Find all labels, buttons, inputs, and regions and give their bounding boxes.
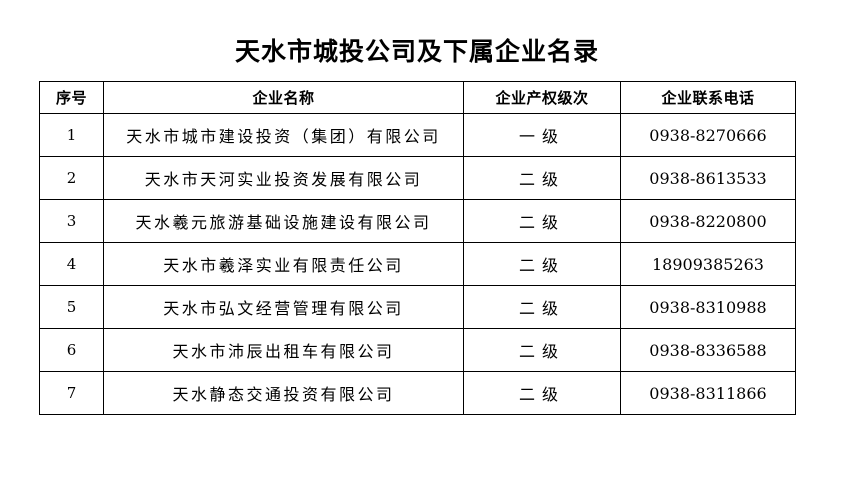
- table-row-5: 5 天水市弘文经营管理有限公司 二级 0938-8310988: [39, 285, 796, 329]
- cell-company-name: 天水市天河实业投资发展有限公司: [103, 156, 464, 200]
- table-row-4: 4 天水市羲泽实业有限责任公司 二级 18909385263: [39, 242, 796, 286]
- cell-ownership-level: 二级: [463, 285, 621, 329]
- cell-company-name: 天水市羲泽实业有限责任公司: [103, 242, 464, 286]
- cell-company-name: 天水市弘文经营管理有限公司: [103, 285, 464, 329]
- ownership-level-text: 二级: [518, 256, 565, 275]
- ownership-level-text: 一级: [518, 127, 565, 146]
- table-row-6: 6 天水市沛辰出租车有限公司 二级 0938-8336588: [39, 328, 796, 372]
- cell-serial-number: 5: [39, 285, 104, 329]
- cell-ownership-level: 二级: [463, 242, 621, 286]
- table-row-1: 1 天水市城市建设投资（集团）有限公司 一级 0938-8270666: [39, 113, 796, 157]
- company-name-text: 天水羲元旅游基础设施建设有限公司: [135, 213, 432, 232]
- cell-contact-phone: 0938-8310988: [620, 285, 796, 329]
- cell-company-name: 天水市沛辰出租车有限公司: [103, 328, 464, 372]
- cell-serial-number: 6: [39, 328, 104, 372]
- table-row-3: 3 天水羲元旅游基础设施建设有限公司 二级 0938-8220800: [39, 199, 796, 243]
- cell-ownership-level: 二级: [463, 328, 621, 372]
- ownership-level-text: 二级: [518, 342, 565, 361]
- cell-company-name: 天水羲元旅游基础设施建设有限公司: [103, 199, 464, 243]
- cell-contact-phone: 0938-8270666: [620, 113, 796, 157]
- header-contact-phone: 企业联系电话: [620, 81, 796, 114]
- ownership-level-text: 二级: [518, 170, 565, 189]
- page-title: 天水市城投公司及下属企业名录: [234, 37, 599, 66]
- cell-ownership-level: 二级: [463, 199, 621, 243]
- cell-company-name: 天水静态交通投资有限公司: [103, 371, 464, 415]
- cell-serial-number: 1: [39, 113, 104, 157]
- ownership-level-text: 二级: [518, 213, 565, 232]
- company-name-text: 天水市弘文经营管理有限公司: [163, 299, 404, 318]
- enterprise-directory-table: 序号 企业名称 企业产权级次 企业联系电话 1 天水市城市建设投资（集团）有限公…: [39, 81, 796, 415]
- cell-serial-number: 4: [39, 242, 104, 286]
- cell-serial-number: 7: [39, 371, 104, 415]
- cell-ownership-level: 一级: [463, 113, 621, 157]
- header-ownership-level: 企业产权级次: [463, 81, 621, 114]
- company-name-text: 天水市羲泽实业有限责任公司: [163, 256, 404, 275]
- company-name-text: 天水市沛辰出租车有限公司: [172, 342, 395, 361]
- ownership-level-text: 二级: [518, 385, 565, 404]
- ownership-level-text: 二级: [518, 299, 565, 318]
- cell-contact-phone: 0938-8220800: [620, 199, 796, 243]
- company-name-text: 天水静态交通投资有限公司: [172, 385, 395, 404]
- table-header-row: 序号 企业名称 企业产权级次 企业联系电话: [39, 81, 796, 114]
- cell-ownership-level: 二级: [463, 371, 621, 415]
- table-row-2: 2 天水市天河实业投资发展有限公司 二级 0938-8613533: [39, 156, 796, 200]
- cell-contact-phone: 18909385263: [620, 242, 796, 286]
- company-name-text: 天水市城市建设投资（集团）有限公司: [126, 127, 441, 146]
- header-serial-number: 序号: [39, 81, 104, 114]
- cell-company-name: 天水市城市建设投资（集团）有限公司: [103, 113, 464, 157]
- cell-contact-phone: 0938-8311866: [620, 371, 796, 415]
- cell-serial-number: 3: [39, 199, 104, 243]
- header-company-name: 企业名称: [103, 81, 464, 114]
- cell-ownership-level: 二级: [463, 156, 621, 200]
- cell-serial-number: 2: [39, 156, 104, 200]
- cell-contact-phone: 0938-8613533: [620, 156, 796, 200]
- company-name-text: 天水市天河实业投资发展有限公司: [144, 170, 423, 189]
- cell-contact-phone: 0938-8336588: [620, 328, 796, 372]
- table-row-7: 7 天水静态交通投资有限公司 二级 0938-8311866: [39, 371, 796, 415]
